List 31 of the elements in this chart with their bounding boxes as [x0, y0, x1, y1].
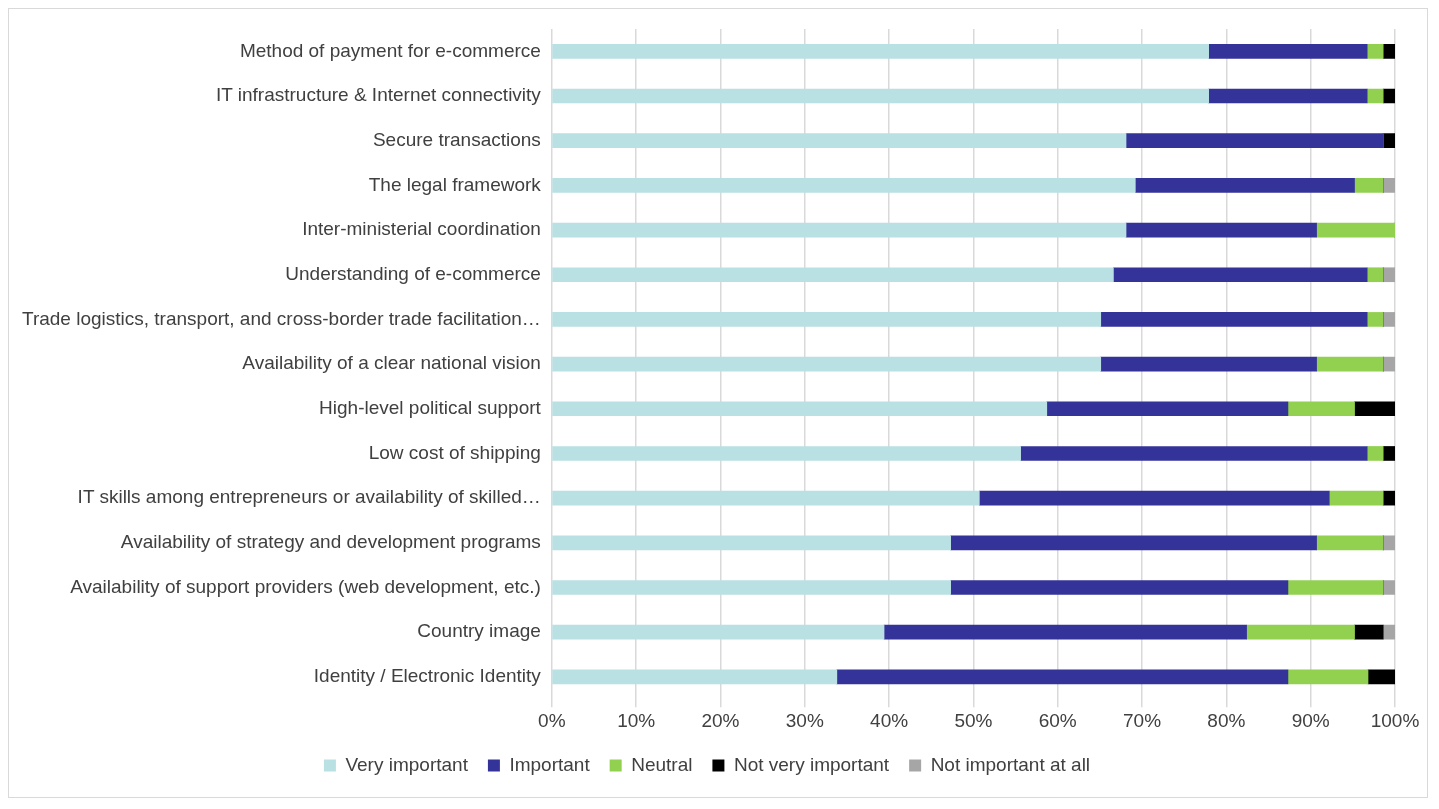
y-tick-label: IT infrastructure & Internet connectivity [215, 84, 542, 106]
legend-label: Very important [345, 753, 469, 775]
x-tick-label: 70% [1123, 709, 1162, 731]
legend-label: Not very important [733, 753, 890, 775]
x-tick-label: 40% [870, 709, 909, 731]
x-tick-label: 10% [617, 709, 656, 731]
y-tick-label: Method of payment for e-commerce [239, 39, 541, 61]
y-tick-label: Country image [417, 620, 541, 642]
y-tick-label: Understanding of e-commerce [285, 262, 541, 284]
x-tick-label: 100% [1370, 709, 1420, 731]
y-tick-label: Identity / Electronic Identity [313, 665, 542, 687]
y-tick-label: Secure transactions [372, 128, 541, 150]
x-tick-label: 0% [538, 709, 566, 731]
y-tick-label: Availability of a clear national vision [242, 352, 541, 374]
y-tick-label: High-level political support [319, 397, 542, 419]
x-tick-label: 80% [1207, 709, 1246, 731]
y-tick-label: Inter-ministerial coordination [302, 218, 541, 240]
legend-label: Important [509, 753, 591, 775]
y-tick-label: Low cost of shipping [368, 441, 541, 463]
y-tick-label: Trade logistics, transport, and cross-border trade facilitation… [21, 307, 541, 329]
y-tick-label: Availability of strategy and development programs [120, 531, 541, 553]
x-tick-label: 50% [954, 709, 993, 731]
x-tick-label: 20% [701, 709, 740, 731]
y-tick-label: Availability of support providers (web development, etc.) [70, 575, 541, 597]
x-tick-label: 60% [1038, 709, 1077, 731]
x-tick-label: 30% [785, 709, 824, 731]
legend-label: Neutral [631, 753, 693, 775]
y-tick-label: The legal framework [368, 173, 542, 195]
y-tick-label: IT skills among entrepreneurs or availability of skilled… [77, 486, 541, 508]
x-tick-label: 90% [1291, 709, 1330, 731]
legend-label: Not important at all [930, 753, 1091, 775]
